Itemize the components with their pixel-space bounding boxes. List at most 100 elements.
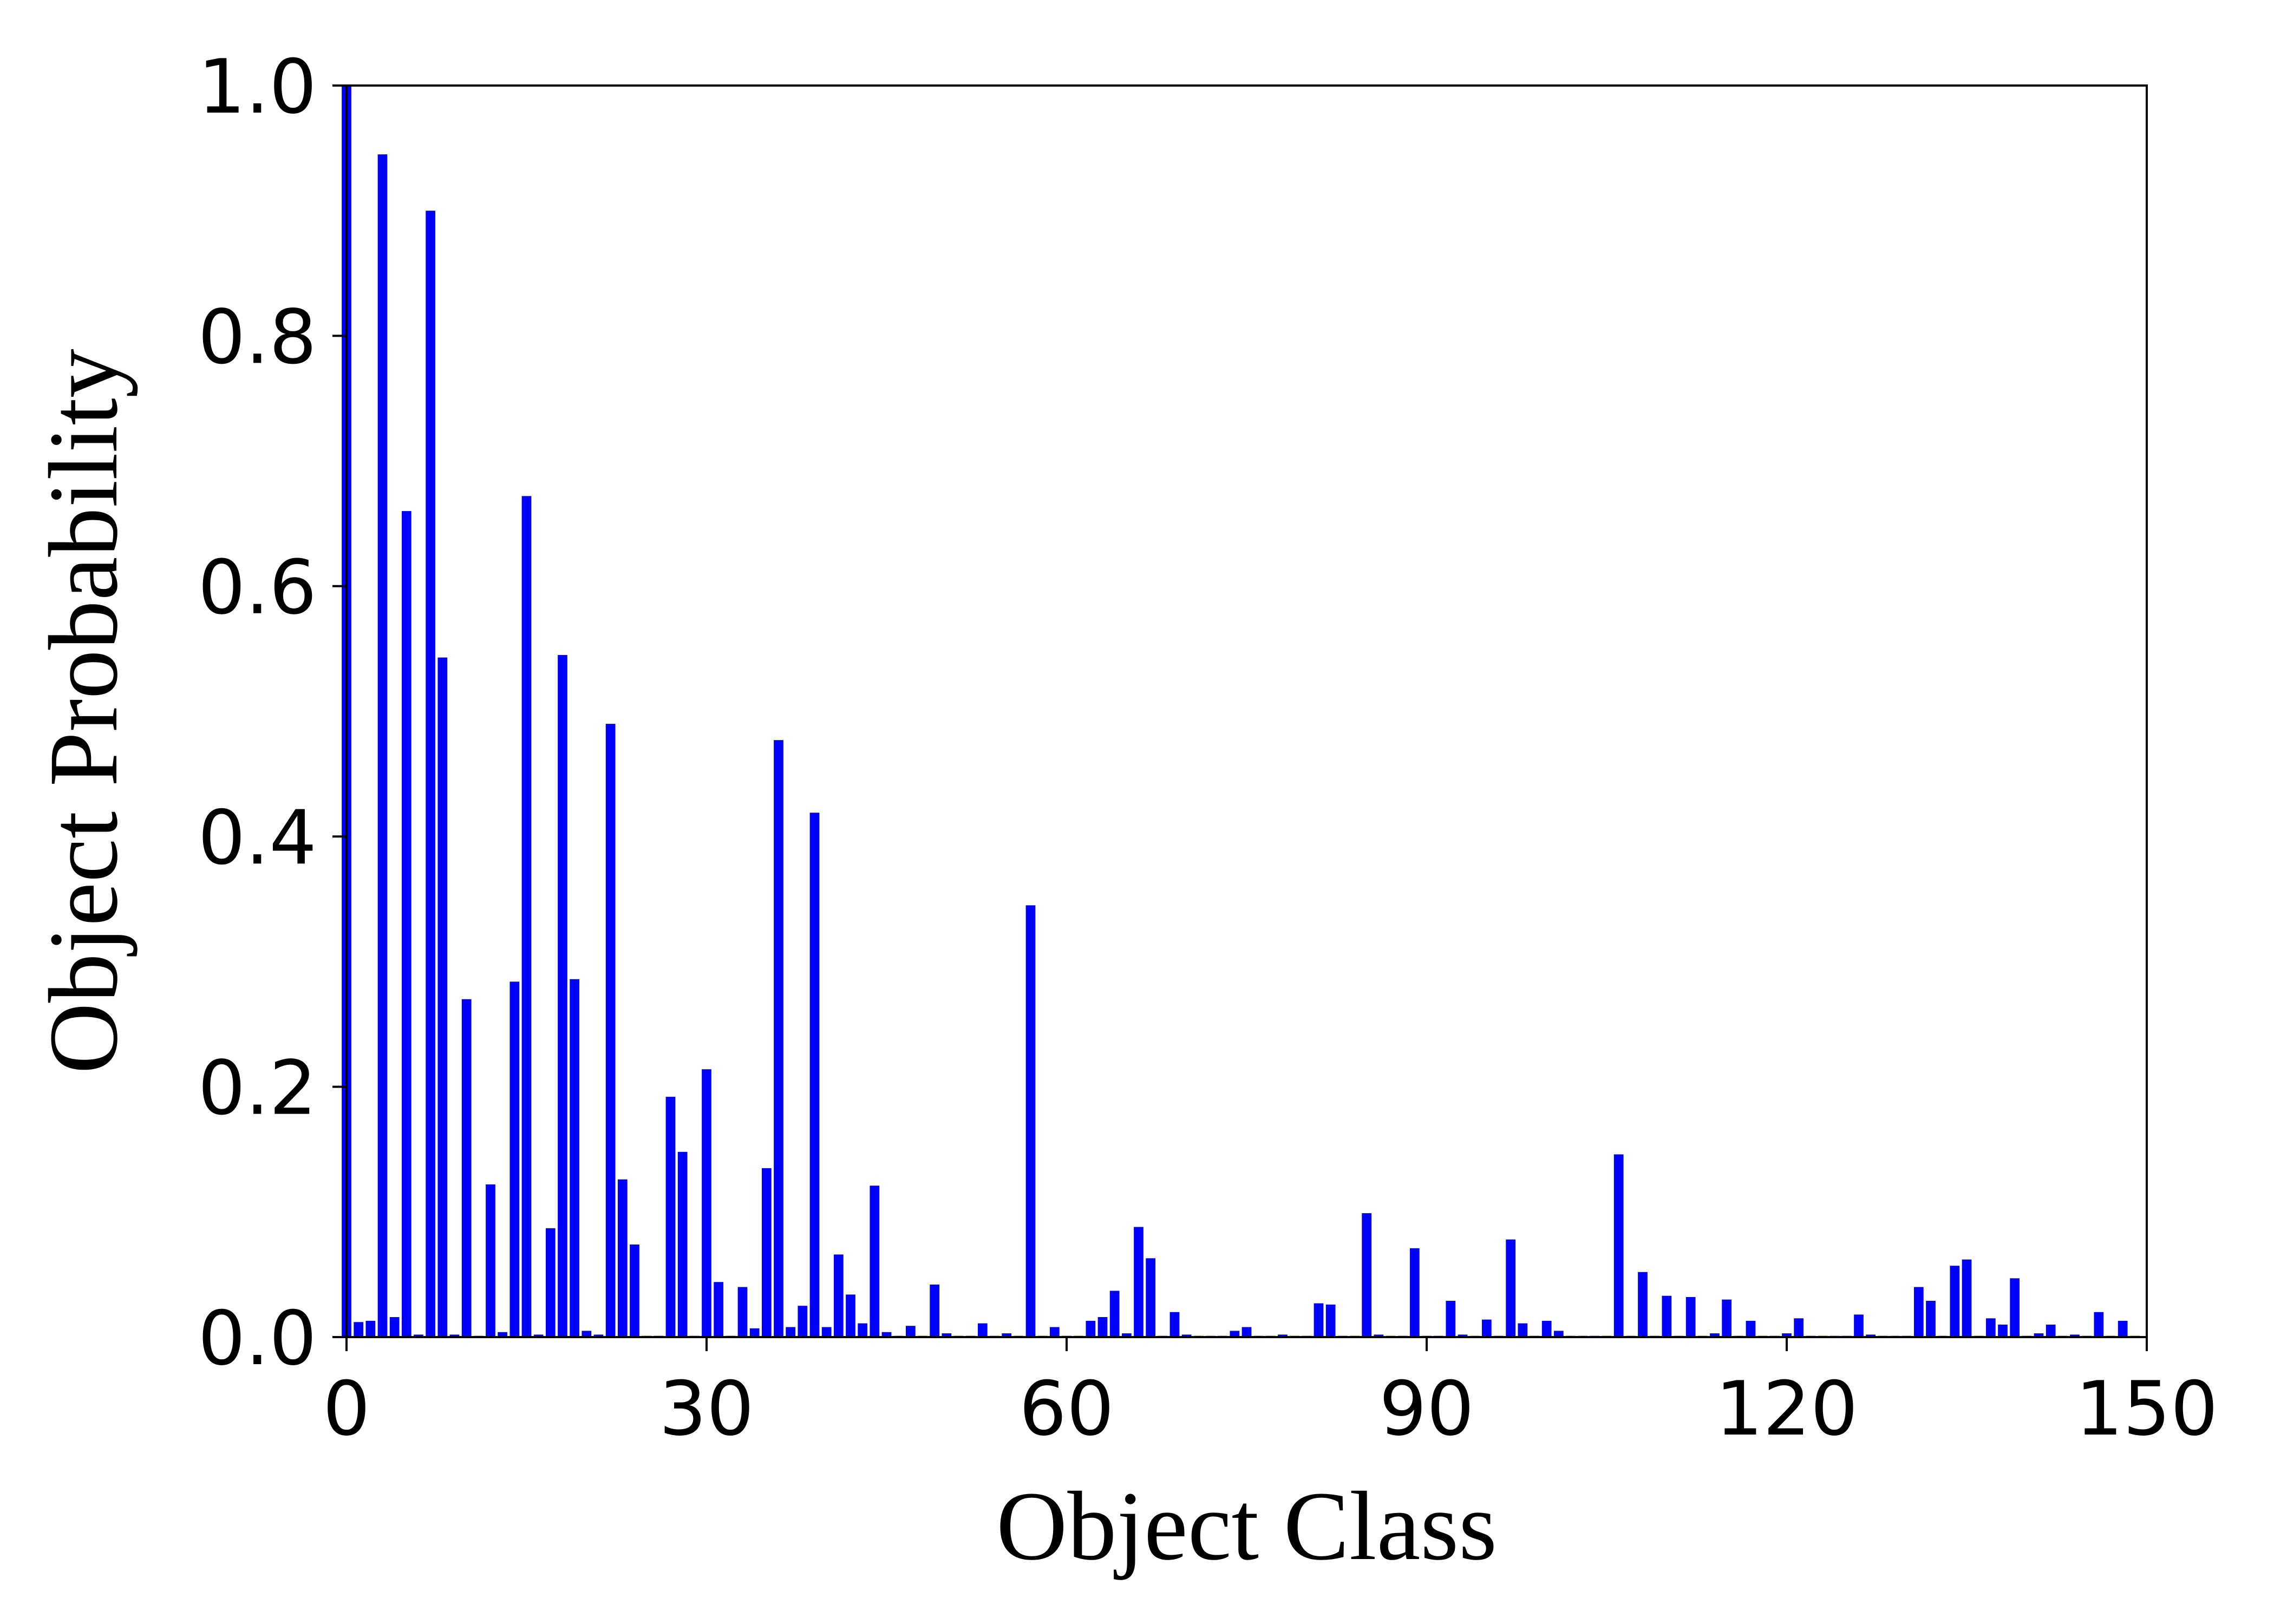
x-tick-label: 150 [2075,1365,2218,1452]
bar-class-114 [1710,1333,1720,1337]
bar-class-39 [809,813,820,1337]
bar-class-66 [1134,1227,1143,1337]
y-tick-label: 0.2 [198,1045,317,1132]
bar-class-100 [1541,1320,1552,1337]
bar-class-1 [354,1322,364,1337]
bar-class-127 [1866,1334,1876,1337]
bar-class-85 [1362,1213,1372,1337]
bar-class-28 [677,1151,688,1337]
bar-class-5 [401,511,411,1337]
x-tick-label: 30 [659,1365,754,1452]
x-axis-label: Object Class [996,1472,1497,1581]
bar-class-101 [1553,1331,1564,1337]
y-tick-label: 1.0 [198,43,317,130]
bar-class-112 [1685,1297,1696,1337]
bar-class-59 [1049,1327,1060,1337]
bar-class-131 [1913,1287,1924,1337]
bar-class-47 [905,1326,916,1337]
bar-class-44 [870,1186,880,1337]
bar-class-82 [1325,1304,1336,1337]
bar-class-70 [1181,1334,1192,1337]
bar-class-135 [1962,1259,1972,1337]
bar-class-74 [1230,1331,1240,1337]
bar-class-20 [581,1331,592,1337]
bar-class-69 [1169,1312,1180,1337]
bar-class-4 [389,1317,400,1337]
y-tick-label: 0.6 [198,544,317,631]
bar-class-53 [977,1323,988,1337]
bar-class-93 [1458,1334,1468,1337]
bar-class-139 [2010,1278,2020,1337]
bar-class-126 [1854,1314,1864,1337]
bar-class-17 [545,1228,556,1337]
bar-class-92 [1446,1300,1456,1337]
bar-class-15 [521,496,532,1338]
bar-class-30 [702,1069,711,1337]
bar-class-23 [617,1179,628,1337]
bar-class-67 [1146,1258,1156,1337]
x-tick-label: 60 [1019,1365,1114,1452]
bar-class-132 [1926,1300,1936,1337]
bar-class-14 [509,981,520,1337]
y-axis-ticks: 0.0 0.2 0.4 0.6 0.8 1.0 [198,43,347,1382]
y-tick-label: 0.8 [198,293,317,381]
bar-class-115 [1722,1299,1732,1337]
bar-class-62 [1086,1320,1096,1337]
bar-class-49 [930,1284,940,1337]
bar-class-98 [1518,1323,1528,1337]
x-tick-label: 0 [323,1365,370,1452]
bar-class-21 [593,1334,604,1337]
bar-class-13 [498,1332,508,1337]
bar-class-37 [786,1327,796,1337]
bar-class-137 [1985,1318,1996,1337]
bar-class-148 [2118,1320,2128,1337]
bar-class-12 [486,1184,495,1337]
bar-class-78 [1278,1334,1288,1337]
bar-class-24 [630,1244,639,1337]
bar-class-134 [1950,1266,1960,1337]
x-axis-ticks: 0 30 60 90 120 150 [323,1337,2218,1452]
bar-class-97 [1506,1239,1516,1337]
y-tick-label: 0.4 [198,794,317,881]
bar-class-22 [605,724,616,1337]
bar-class-108 [1638,1272,1648,1337]
bar-class-144 [2070,1334,2080,1337]
bar-class-120 [1782,1333,1792,1337]
bar-class-2 [365,1320,376,1337]
bar-class-43 [858,1323,868,1337]
bar-class-81 [1314,1303,1324,1337]
bar-class-95 [1481,1319,1492,1337]
bar-class-27 [665,1097,676,1337]
bar-class-121 [1794,1318,1804,1337]
x-tick-label: 120 [1715,1365,1858,1452]
bar-class-45 [881,1332,892,1337]
bar-class-36 [774,740,783,1337]
bar-class-50 [942,1333,952,1337]
bar-class-57 [1025,905,1036,1337]
bar-class-38 [798,1306,808,1337]
bar-class-8 [437,657,448,1337]
bar-class-65 [1121,1333,1132,1337]
bar-class-35 [761,1168,772,1337]
bar-class-141 [2034,1333,2044,1337]
bar-class-10 [461,999,472,1337]
bar-class-9 [449,1334,460,1337]
bar-class-41 [833,1254,844,1337]
bar-class-138 [1998,1324,2008,1337]
y-tick-label: 0.0 [198,1295,317,1382]
bar-class-142 [2046,1324,2056,1337]
bar-class-42 [846,1294,855,1337]
bar-class-18 [558,654,567,1337]
bar-class-75 [1241,1327,1252,1337]
bar-class-110 [1662,1295,1672,1337]
bar-class-16 [533,1334,544,1337]
bar-class-117 [1746,1320,1756,1337]
bar-class-19 [570,979,580,1337]
bar-class-7 [426,211,436,1338]
bar-class-89 [1409,1248,1420,1337]
bar-class-146 [2094,1312,2104,1337]
bar-class-34 [749,1328,760,1337]
plot-frame [345,84,2148,1338]
x-tick-label: 90 [1379,1365,1474,1452]
